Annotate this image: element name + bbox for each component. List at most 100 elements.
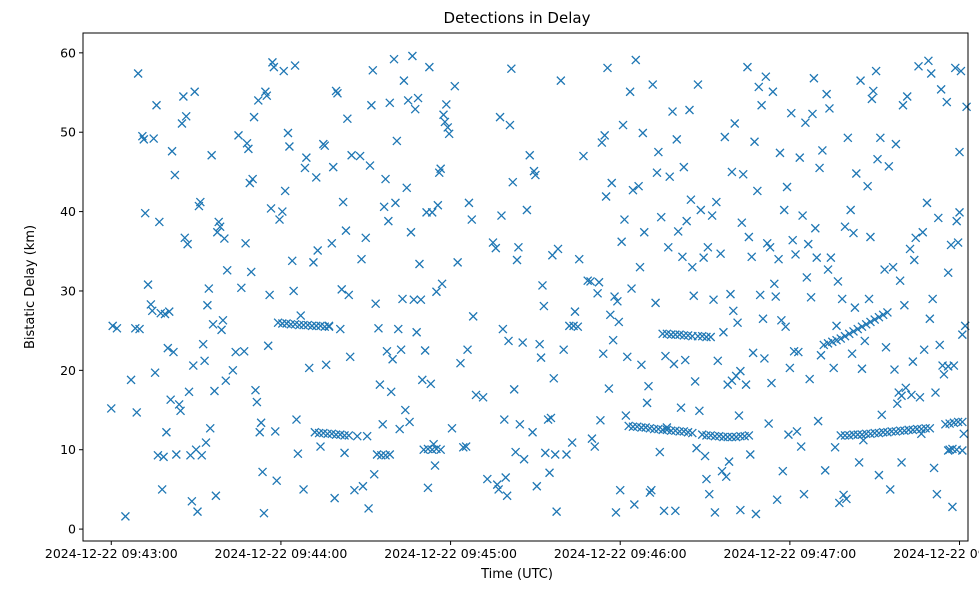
data-point [106, 403, 116, 413]
data-point [255, 427, 265, 437]
data-point [228, 365, 238, 375]
data-point [706, 332, 716, 342]
data-point [170, 170, 180, 180]
data-point [772, 495, 782, 505]
data-point [597, 138, 607, 147]
data-point [798, 211, 808, 221]
data-point [933, 213, 943, 223]
data-point [785, 363, 795, 373]
data-point [461, 442, 471, 452]
data-point [456, 358, 465, 368]
data-point [718, 327, 728, 337]
data-point [894, 388, 904, 398]
data-point [861, 319, 871, 329]
data-point [806, 292, 816, 302]
data-point [634, 181, 644, 191]
data-point [635, 262, 645, 272]
data-point [266, 203, 276, 213]
plot-frame [82, 32, 969, 542]
data-point [659, 506, 669, 516]
data-point [607, 178, 617, 188]
data-point [378, 419, 388, 429]
data-point [536, 353, 546, 363]
data-point [283, 128, 293, 138]
data-point [693, 80, 703, 90]
data-point [786, 108, 796, 118]
data-point [759, 353, 769, 363]
data-point [915, 392, 925, 402]
data-point [385, 450, 395, 459]
data-point [713, 356, 723, 366]
data-point [275, 215, 284, 224]
data-point [159, 452, 169, 462]
data-point [259, 508, 269, 518]
data-point [436, 164, 446, 174]
data-point [651, 298, 661, 308]
data-point [293, 449, 303, 459]
data-point [573, 322, 583, 332]
data-point [847, 349, 857, 359]
data-point [761, 72, 771, 82]
data-point [720, 132, 730, 142]
data-point [198, 339, 208, 349]
data-point [812, 253, 822, 263]
data-point [447, 423, 457, 433]
data-point [792, 427, 802, 436]
data-point [497, 211, 506, 221]
data-point [406, 227, 416, 237]
data-point [549, 373, 559, 383]
data-point [791, 249, 800, 259]
data-point [204, 284, 214, 294]
data-point [400, 405, 410, 415]
data-point [716, 249, 726, 259]
data-point [358, 481, 368, 491]
x-axis: 2024-12-22 09:43:00 2024-12-22 09:44:00 20… [45, 541, 979, 561]
data-point [952, 216, 962, 226]
data-point [502, 491, 512, 501]
data-point [843, 133, 853, 143]
y-axis: 0 10 20 30 40 50 60 [60, 45, 83, 537]
data-point [277, 319, 287, 328]
data-point [830, 442, 840, 452]
data-point [440, 117, 450, 127]
data-point [953, 238, 963, 248]
data-point [437, 279, 447, 289]
data-point [316, 442, 325, 452]
data-point [679, 330, 689, 340]
data-point [161, 427, 171, 437]
data-point [680, 355, 690, 365]
data-point [658, 329, 668, 339]
data-point [583, 276, 593, 286]
data-point [365, 161, 375, 171]
data-point [881, 342, 891, 352]
data-point [849, 430, 858, 440]
data-point [201, 438, 211, 448]
data-point [617, 237, 627, 247]
data-point [701, 332, 711, 342]
data-point [834, 498, 844, 508]
data-point [666, 426, 676, 436]
data-point [508, 177, 518, 187]
data-point [126, 375, 136, 385]
data-point [608, 335, 618, 345]
data-point [836, 334, 846, 344]
data-point [593, 288, 603, 298]
data-point [311, 173, 321, 182]
data-point [892, 399, 902, 409]
data-point [656, 212, 666, 222]
data-point [340, 430, 350, 440]
data-point [308, 257, 318, 267]
data-point [386, 387, 396, 397]
data-point [904, 425, 914, 435]
data-point [808, 109, 817, 119]
data-point [744, 430, 754, 440]
data-point [263, 341, 273, 351]
data-point [409, 295, 419, 305]
data-point [748, 348, 758, 358]
data-point [567, 438, 577, 448]
data-point [594, 277, 604, 287]
data-point [614, 317, 624, 327]
data-point [153, 450, 163, 460]
data-point [757, 100, 767, 110]
data-point [535, 339, 545, 349]
